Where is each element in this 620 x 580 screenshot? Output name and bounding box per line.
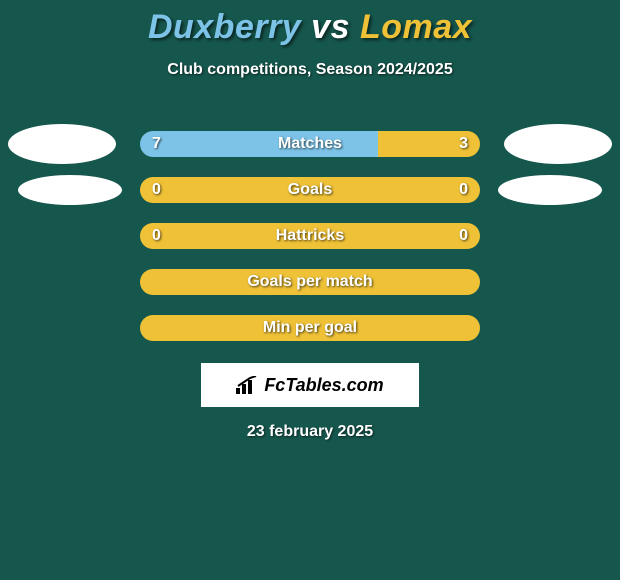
player-a-avatar: [18, 175, 122, 205]
value-left: 0: [152, 181, 161, 199]
bar-goals-per-match: Goals per match: [140, 269, 480, 295]
value-right: 3: [459, 135, 468, 153]
date-text: 23 february 2025: [0, 423, 620, 441]
player-a-avatar: [8, 124, 116, 164]
bar-min-per-goal: Min per goal: [140, 315, 480, 341]
bar-label: Matches: [278, 135, 342, 153]
page-title: Duxberry vs Lomax: [0, 0, 620, 47]
row-min-per-goal: Min per goal: [0, 305, 620, 351]
player-b-avatar: [504, 124, 612, 164]
row-hattricks: 0 Hattricks 0: [0, 213, 620, 259]
value-left: 0: [152, 227, 161, 245]
value-right: 0: [459, 227, 468, 245]
row-matches: 7 Matches 3: [0, 121, 620, 167]
bar-chart-icon: [236, 376, 258, 394]
bar-matches: 7 Matches 3: [140, 131, 480, 157]
logo-box[interactable]: FcTables.com: [201, 363, 419, 407]
subtitle: Club competitions, Season 2024/2025: [0, 61, 620, 79]
player-b-name: Lomax: [360, 8, 472, 46]
bar-left-fill: [140, 131, 378, 157]
player-a-name: Duxberry: [148, 8, 301, 46]
bar-label: Min per goal: [263, 319, 357, 337]
bar-label: Goals per match: [247, 273, 372, 291]
stage: Duxberry vs Lomax Club competitions, Sea…: [0, 0, 620, 580]
bar-hattricks: 0 Hattricks 0: [140, 223, 480, 249]
comparison-chart: 7 Matches 3 0 Goals 0 0 Hattricks: [0, 121, 620, 351]
bar-label: Hattricks: [276, 227, 344, 245]
logo-text: FcTables.com: [264, 375, 383, 396]
value-left: 7: [152, 135, 161, 153]
row-goals-per-match: Goals per match: [0, 259, 620, 305]
vs-word: vs: [311, 8, 350, 46]
bar-label: Goals: [288, 181, 332, 199]
row-goals: 0 Goals 0: [0, 167, 620, 213]
player-b-avatar: [498, 175, 602, 205]
bar-goals: 0 Goals 0: [140, 177, 480, 203]
value-right: 0: [459, 181, 468, 199]
